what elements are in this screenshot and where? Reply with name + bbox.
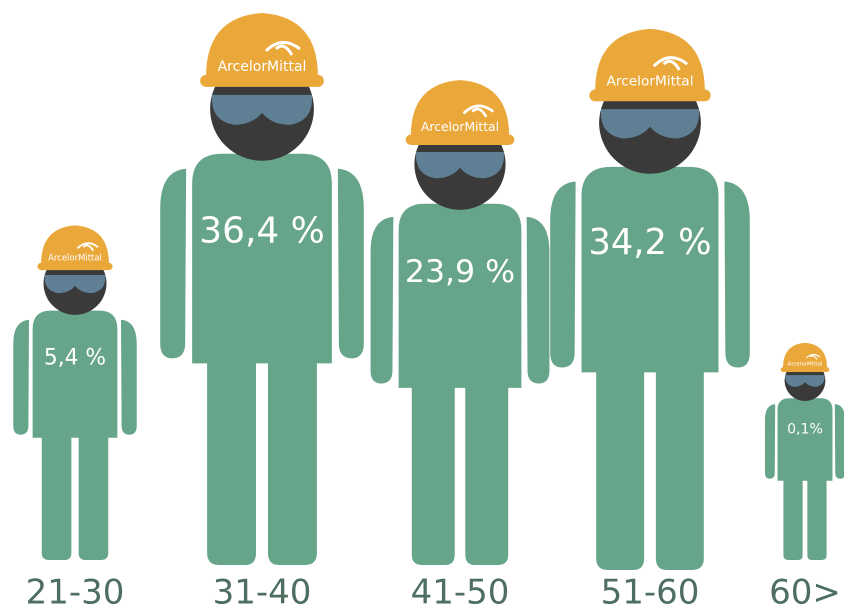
worker-figure: ArcelorMittal 34,2 % <box>550 28 750 571</box>
worker-glasses <box>785 375 825 387</box>
helmet-brim <box>780 367 830 372</box>
value-label: 36,4 % <box>199 211 325 252</box>
worker-glasses <box>44 274 106 294</box>
helmet-logo <box>806 353 821 360</box>
worker-glasses <box>600 109 700 139</box>
category-label: 60> <box>769 573 841 613</box>
worker-glasses <box>211 94 313 125</box>
helmet-logo <box>652 56 689 71</box>
helmet-logo <box>462 104 495 118</box>
helmet-brand: ArcelorMittal <box>421 120 499 134</box>
helmet-dome <box>595 28 705 96</box>
worker-figure: ArcelorMittal 23,9 % <box>370 80 550 565</box>
helmet-dome <box>410 80 510 140</box>
helmet-dome <box>41 225 109 267</box>
worker-body <box>13 310 137 560</box>
helmet-dome <box>782 342 828 370</box>
category-label: 41-50 <box>411 573 510 613</box>
worker-body <box>550 166 750 571</box>
worker-glasses <box>416 151 504 179</box>
helmet-brim <box>200 74 324 87</box>
worker-figure: ArcelorMittal 0,1% <box>764 342 844 560</box>
value-label: 0,1% <box>787 421 823 437</box>
helmet-brim <box>37 262 113 271</box>
helmet-brim <box>589 89 711 102</box>
value-label: 34,2 % <box>588 222 711 263</box>
helmet-brim <box>405 134 515 145</box>
helmet-dome <box>206 13 318 81</box>
helmet-brand: ArcelorMittal <box>607 74 694 90</box>
worker-body <box>370 203 550 565</box>
helmet-logo <box>76 242 99 252</box>
value-label: 5,4 % <box>44 345 106 370</box>
worker-figure: ArcelorMittal 36,4 % <box>160 13 364 565</box>
helmet-brand: ArcelorMittal <box>48 252 102 262</box>
helmet-brand: ArcelorMittal <box>218 59 307 75</box>
worker-body <box>160 153 364 565</box>
worker-figure: ArcelorMittal 5,4 % <box>13 225 137 560</box>
helmet-logo <box>264 40 301 56</box>
category-label: 51-60 <box>601 573 700 613</box>
value-label: 23,9 % <box>405 254 515 290</box>
category-label: 31-40 <box>213 573 312 613</box>
worker-body <box>764 398 844 560</box>
category-label: 21-30 <box>26 573 125 613</box>
helmet-brand: ArcelorMittal <box>788 362 823 368</box>
